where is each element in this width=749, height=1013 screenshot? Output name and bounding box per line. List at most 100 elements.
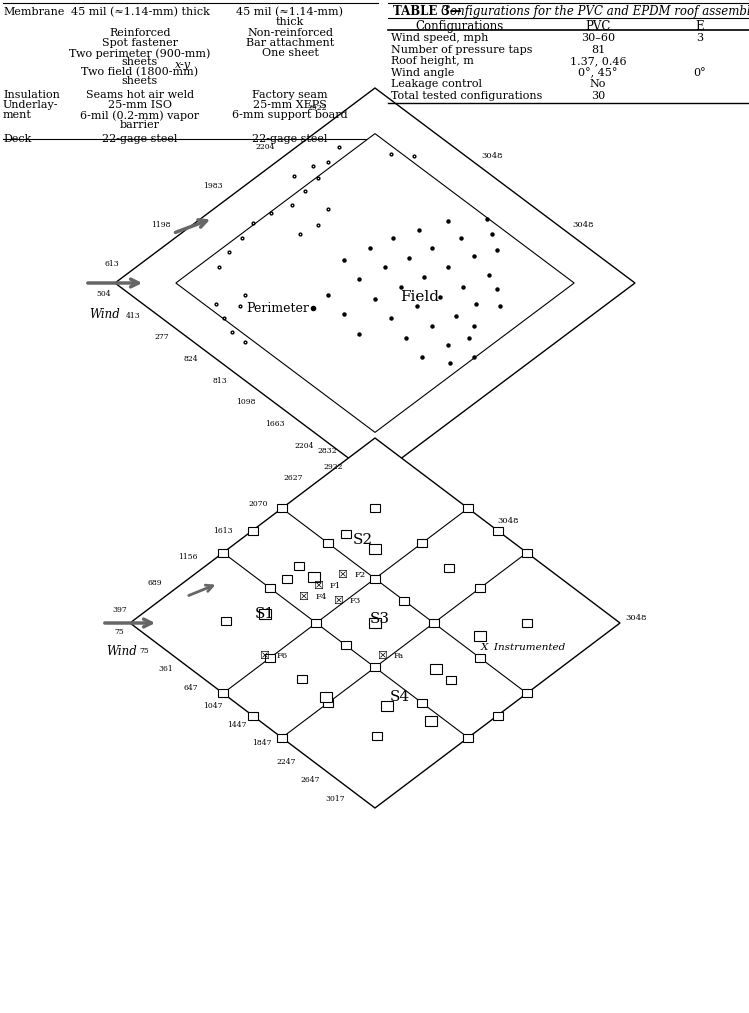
Text: 277: 277 [154, 333, 169, 341]
Text: 0°: 0° [694, 68, 706, 78]
Text: 3017: 3017 [325, 795, 345, 802]
Text: Bar attachment: Bar attachment [246, 38, 334, 48]
Text: 25-mm XEPS: 25-mm XEPS [253, 100, 327, 110]
Text: 3048: 3048 [481, 152, 503, 160]
Text: 22-gage steel: 22-gage steel [103, 134, 178, 144]
Text: 75: 75 [139, 646, 149, 654]
Bar [446, 677, 456, 685]
Bar [399, 597, 410, 605]
Text: 30–60: 30–60 [581, 33, 615, 43]
Text: 1663: 1663 [265, 419, 285, 427]
Bar [370, 574, 380, 582]
Text: 45 mil (≈1.14-mm) thick: 45 mil (≈1.14-mm) thick [70, 7, 210, 17]
Bar [220, 617, 231, 625]
Bar [425, 716, 437, 726]
Text: TABLE 3—: TABLE 3— [393, 5, 461, 18]
Text: Underlay-: Underlay- [3, 100, 58, 110]
Text: Wind: Wind [106, 645, 137, 658]
Bar [522, 619, 532, 627]
Text: ment: ment [3, 110, 32, 120]
Text: Two perimeter (900-mm): Two perimeter (900-mm) [70, 48, 210, 59]
Text: 413: 413 [126, 312, 140, 319]
Text: Wind: Wind [90, 308, 121, 321]
Bar [522, 689, 532, 697]
Text: 2647: 2647 [301, 776, 321, 784]
Bar [370, 504, 380, 513]
Text: 824: 824 [184, 355, 198, 363]
Bar [493, 711, 503, 719]
Text: Wind angle: Wind angle [391, 68, 455, 78]
Text: Number of pressure taps: Number of pressure taps [391, 45, 533, 55]
Text: S1: S1 [255, 607, 275, 621]
Text: 1847: 1847 [252, 739, 271, 748]
Text: X  Instrumented: X Instrumented [480, 642, 565, 651]
Text: 613: 613 [104, 259, 119, 267]
Text: 6-mm support board: 6-mm support board [232, 110, 348, 120]
Bar [324, 699, 333, 706]
Text: 2832: 2832 [318, 447, 338, 455]
Text: 45 mil (≈1.14-mm): 45 mil (≈1.14-mm) [237, 7, 344, 17]
Text: Factory seam: Factory seam [252, 90, 328, 100]
Text: 3: 3 [697, 33, 703, 43]
Bar [370, 664, 380, 672]
Bar [297, 675, 306, 683]
Bar [493, 527, 503, 535]
Text: 1156: 1156 [178, 553, 198, 561]
Bar [277, 504, 287, 513]
Bar [247, 527, 258, 535]
Bar [416, 540, 426, 547]
Text: Leakage control: Leakage control [391, 79, 482, 89]
Bar [416, 699, 426, 706]
Text: 2204: 2204 [294, 442, 314, 450]
Bar [258, 609, 270, 619]
Bar [264, 654, 275, 663]
Text: Total tested configurations: Total tested configurations [391, 90, 542, 100]
Text: 2204: 2204 [255, 143, 275, 151]
Text: 1.37, 0.46: 1.37, 0.46 [570, 56, 626, 66]
Bar [282, 574, 292, 582]
Text: 3048: 3048 [625, 614, 646, 622]
Text: Configurations for the PVC and EPDM roof assembl.: Configurations for the PVC and EPDM roof… [441, 5, 749, 18]
Bar [463, 733, 473, 742]
Text: F1: F1 [330, 582, 342, 590]
Text: 504: 504 [97, 290, 112, 298]
Bar [372, 731, 383, 739]
Text: 1047: 1047 [203, 702, 222, 710]
Bar [474, 631, 486, 641]
Text: No: No [589, 79, 606, 89]
Text: 2627: 2627 [283, 474, 303, 481]
Text: sheets: sheets [122, 76, 158, 86]
Text: One sheet: One sheet [261, 48, 318, 58]
Text: F6: F6 [276, 652, 287, 660]
Bar [218, 689, 228, 697]
Text: 3048: 3048 [497, 518, 519, 526]
Text: ☒: ☒ [259, 651, 269, 661]
Text: thick: thick [276, 17, 304, 27]
Bar [428, 619, 439, 627]
Text: S3: S3 [370, 612, 390, 626]
Bar [369, 544, 381, 554]
Text: PVC: PVC [585, 20, 610, 33]
Text: 81: 81 [591, 45, 605, 55]
Bar [311, 619, 321, 627]
Text: 1447: 1447 [227, 721, 246, 728]
Text: 2247: 2247 [276, 758, 296, 766]
Text: Seams hot air weld: Seams hot air weld [86, 90, 194, 100]
Bar [476, 583, 485, 592]
Polygon shape [130, 438, 620, 808]
Text: 2922: 2922 [323, 463, 342, 471]
Text: 813: 813 [212, 377, 227, 385]
Bar [218, 549, 228, 557]
Bar [369, 618, 381, 628]
Bar [247, 711, 258, 719]
Bar [381, 701, 393, 711]
Text: S4: S4 [389, 690, 410, 704]
Bar [308, 571, 320, 581]
Text: 30: 30 [591, 90, 605, 100]
Text: 0°, 45°: 0°, 45° [578, 68, 618, 78]
Bar [341, 641, 351, 649]
Text: Configurations: Configurations [416, 20, 504, 33]
Text: 25-mm ISO: 25-mm ISO [108, 100, 172, 110]
Text: 75: 75 [115, 628, 124, 636]
Text: Perimeter: Perimeter [246, 302, 309, 315]
